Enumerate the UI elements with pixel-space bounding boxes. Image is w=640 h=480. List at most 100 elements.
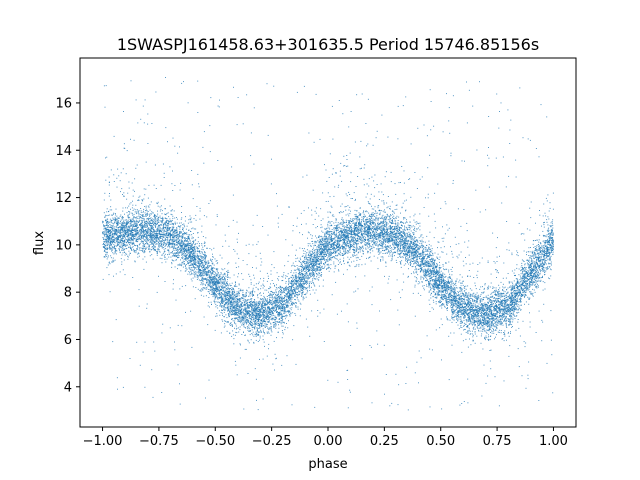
data-point: [144, 256, 146, 258]
data-point: [488, 186, 490, 188]
data-point: [240, 301, 242, 303]
data-point: [523, 273, 525, 275]
data-point: [176, 245, 178, 246]
data-point: [122, 236, 124, 237]
data-point: [465, 263, 467, 265]
data-point: [527, 251, 529, 253]
data-point: [135, 250, 137, 252]
data-point: [274, 322, 276, 324]
data-point: [347, 243, 349, 245]
data-point: [392, 220, 394, 222]
data-point: [201, 276, 203, 278]
data-point: [538, 266, 540, 268]
data-point: [483, 317, 485, 319]
data-point: [400, 244, 402, 246]
data-point: [153, 248, 155, 250]
data-point: [148, 223, 150, 225]
data-point: [544, 263, 546, 265]
data-point: [263, 323, 265, 325]
data-point: [499, 320, 501, 322]
data-point: [280, 298, 282, 300]
data-point: [316, 269, 318, 271]
data-point: [136, 248, 138, 250]
data-point: [104, 256, 106, 258]
data-point: [552, 240, 554, 242]
data-point: [376, 227, 378, 229]
data-point: [285, 285, 287, 287]
data-point: [212, 290, 214, 291]
data-point: [147, 205, 149, 207]
data-point: [306, 262, 307, 264]
data-point: [320, 240, 322, 242]
data-point: [367, 222, 369, 223]
data-point: [474, 296, 476, 298]
data-point: [289, 206, 290, 208]
data-point: [110, 245, 112, 247]
data-point: [305, 253, 307, 255]
data-point: [469, 263, 471, 265]
data-point: [384, 216, 385, 218]
data-point: [509, 281, 511, 283]
data-point: [356, 216, 357, 218]
data-point: [383, 239, 385, 240]
data-point: [484, 302, 486, 304]
data-point: [488, 320, 490, 322]
data-point: [322, 244, 324, 246]
data-point: [508, 299, 510, 301]
data-point: [470, 309, 472, 311]
data-point: [271, 292, 273, 294]
data-point: [481, 324, 482, 326]
data-point: [146, 214, 148, 216]
data-point: [206, 216, 208, 218]
data-point: [469, 333, 471, 335]
data-point: [509, 295, 511, 297]
data-point: [314, 257, 316, 259]
data-point: [520, 285, 522, 287]
data-point: [198, 271, 200, 273]
data-point: [548, 244, 550, 246]
data-point: [166, 235, 168, 237]
data-point: [340, 228, 342, 230]
data-point: [495, 300, 497, 302]
data-point: [347, 213, 349, 215]
data-point: [177, 152, 179, 154]
data-point: [360, 231, 362, 233]
data-point: [105, 236, 107, 238]
data-point: [289, 282, 291, 284]
data-point: [374, 187, 376, 189]
data-point: [438, 301, 439, 303]
data-point: [146, 237, 148, 239]
data-point: [119, 229, 121, 231]
data-point: [473, 299, 475, 301]
data-point: [459, 274, 461, 276]
data-point: [339, 262, 341, 264]
data-point: [476, 315, 478, 317]
data-point: [533, 282, 535, 284]
data-point: [195, 219, 197, 221]
data-point: [408, 258, 410, 260]
data-point: [112, 235, 114, 237]
data-point: [306, 288, 308, 289]
data-point: [454, 305, 456, 307]
data-point: [445, 297, 446, 299]
data-point: [429, 276, 431, 277]
data-point: [476, 149, 478, 151]
data-point: [288, 282, 290, 284]
data-point: [327, 250, 329, 252]
data-point: [439, 300, 441, 302]
data-point: [234, 296, 236, 298]
data-point: [182, 260, 184, 262]
data-point: [464, 312, 466, 314]
data-point: [250, 299, 252, 300]
data-point: [357, 243, 359, 245]
data-point: [257, 289, 259, 291]
data-point: [171, 242, 172, 244]
data-point: [434, 285, 436, 287]
data-point: [217, 307, 219, 309]
data-point: [469, 297, 471, 299]
data-point: [529, 282, 530, 284]
data-point: [143, 198, 145, 200]
data-point: [337, 224, 339, 226]
data-point: [245, 309, 247, 311]
data-point: [230, 299, 232, 301]
